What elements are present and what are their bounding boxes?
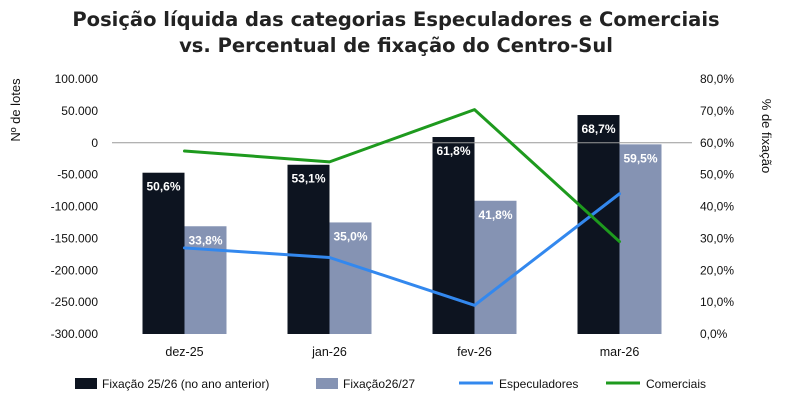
bar-fixacao-2526-mar-26 bbox=[577, 115, 620, 334]
bar-fixacao-2627-mar-26 bbox=[619, 144, 662, 334]
legend-label-0: Fixação 25/26 (no ano anterior) bbox=[102, 377, 269, 391]
right-tick-label: 50,0% bbox=[700, 168, 734, 182]
category-label-mar-26: mar-26 bbox=[600, 345, 640, 359]
left-tick-label: -150.000 bbox=[51, 231, 99, 245]
right-tick-label: 20,0% bbox=[700, 263, 734, 277]
left-tick-label: 100.000 bbox=[55, 72, 99, 86]
ticks-layer: 100.000 50.000 0 -50.000 -100.000 -150.000 -20… bbox=[51, 72, 735, 359]
data-label-fixacao-2627-fev-26: 41,8% bbox=[478, 208, 512, 222]
data-label-fixacao-2627-dez-25: 33,8% bbox=[188, 233, 222, 247]
series-line-comerciais bbox=[183, 108, 621, 244]
category-label-dez-25: dez-25 bbox=[165, 345, 203, 359]
series-line-especuladores bbox=[183, 192, 621, 307]
category-label-fev-26: fev-26 bbox=[457, 345, 492, 359]
chart-title-line1: Posição líquida das categorias Especulad… bbox=[72, 8, 719, 31]
left-tick-label: -300.000 bbox=[51, 327, 99, 341]
right-tick-label: 80,0% bbox=[700, 72, 734, 86]
legend-label-2: Especuladores bbox=[499, 377, 578, 391]
lines-layer bbox=[183, 108, 621, 307]
left-tick-label: -50.000 bbox=[57, 168, 98, 182]
right-tick-label: 70,0% bbox=[700, 104, 734, 118]
bar-fixacao-2526-fev-26 bbox=[432, 137, 475, 334]
legend-swatch-0 bbox=[75, 378, 97, 389]
left-tick-label: -100.000 bbox=[51, 200, 99, 214]
bar-fixacao-2627-jan-26 bbox=[329, 222, 372, 334]
right-tick-label: 0,0% bbox=[700, 327, 728, 341]
legend-label-3: Comerciais bbox=[646, 377, 706, 391]
bar-fixacao-2627-dez-25 bbox=[184, 226, 227, 334]
left-tick-label: 50.000 bbox=[61, 104, 98, 118]
data-label-fixacao-2526-jan-26: 53,1% bbox=[291, 172, 325, 186]
chart-title-line2: vs. Percentual de fixação do Centro-Sul bbox=[179, 34, 613, 57]
right-tick-label: 60,0% bbox=[700, 136, 734, 150]
right-axis-title: % de fixação bbox=[759, 99, 774, 173]
data-label-fixacao-2627-jan-26: 35,0% bbox=[333, 229, 367, 243]
left-tick-label: -200.000 bbox=[51, 263, 99, 277]
bars-layer bbox=[142, 115, 662, 334]
left-axis-title: Nº de lotes bbox=[8, 78, 23, 142]
data-label-fixacao-2526-fev-26: 61,8% bbox=[436, 144, 470, 158]
left-tick-label: 0 bbox=[91, 136, 98, 150]
legend-swatch-1 bbox=[316, 378, 338, 389]
bar-fixacao-2526-dez-25 bbox=[142, 172, 185, 334]
right-tick-label: 30,0% bbox=[700, 231, 734, 245]
right-tick-label: 10,0% bbox=[700, 295, 734, 309]
bar-fixacao-2627-fev-26 bbox=[474, 200, 517, 334]
legend: Fixação 25/26 (no ano anterior) Fixação26… bbox=[75, 377, 706, 391]
data-label-fixacao-2526-dez-25: 50,6% bbox=[146, 180, 180, 194]
data-label-fixacao-2526-mar-26: 68,7% bbox=[581, 122, 615, 136]
left-tick-label: -250.000 bbox=[51, 295, 99, 309]
category-label-jan-26: jan-26 bbox=[311, 345, 347, 359]
legend-label-1: Fixação26/27 bbox=[343, 377, 415, 391]
bar-fixacao-2526-jan-26 bbox=[287, 164, 330, 334]
data-labels-layer: 50,6% 53,1% 61,8% 68,7% 33,8% 35,0% 41,8% 59,5% bbox=[146, 122, 657, 247]
right-tick-label: 40,0% bbox=[700, 200, 734, 214]
data-label-fixacao-2627-mar-26: 59,5% bbox=[623, 151, 657, 165]
